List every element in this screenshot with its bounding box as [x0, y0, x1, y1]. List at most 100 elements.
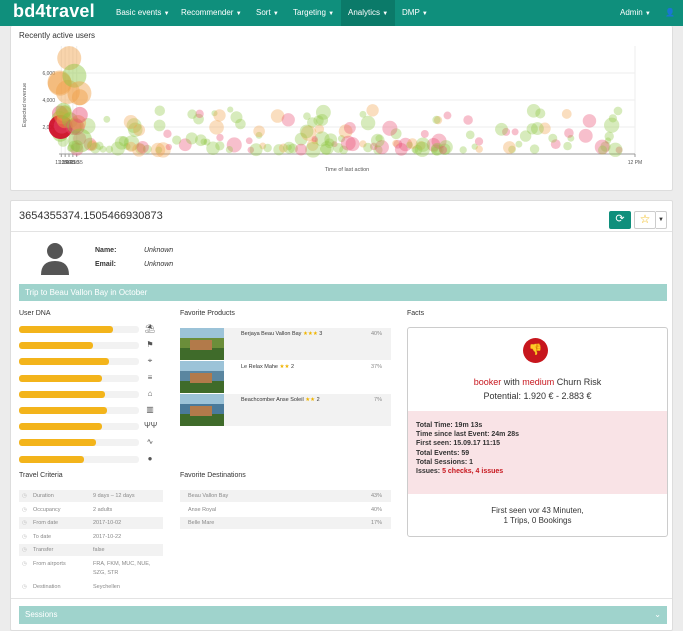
bubble-point — [249, 143, 263, 157]
bubble-point — [420, 130, 429, 138]
x-tick-label: 11:55 — [71, 160, 83, 166]
nav-targeting[interactable]: Targeting ▼ — [293, 8, 335, 17]
hotel-bed-icon: ⌂ — [147, 388, 153, 398]
bubble-point — [105, 145, 114, 154]
bubble-point — [539, 122, 551, 135]
bubble-point — [255, 131, 263, 139]
criteria-value: SZG, STR — [93, 570, 119, 576]
bubble-point — [83, 137, 97, 151]
facts-title: Facts — [407, 310, 425, 317]
bubble-point — [235, 118, 246, 130]
clock-icon: ◷ — [22, 493, 27, 499]
user-dna-title: User DNA — [19, 310, 51, 317]
bubble-point — [615, 146, 623, 154]
criteria-key: From airports — [33, 560, 66, 567]
bubble-point — [150, 142, 166, 158]
bubble-point — [337, 135, 346, 143]
brand-logo[interactable]: bd4travel — [13, 1, 95, 21]
bubble-point — [295, 143, 307, 156]
bubble-point — [608, 114, 618, 123]
bubble-point — [345, 137, 360, 152]
favorite-button[interactable]: ☆ — [634, 211, 656, 229]
bubble-point — [123, 114, 138, 130]
bubble-point — [502, 127, 511, 136]
bubble-point — [311, 136, 318, 143]
criteria-row: ◷ To date 2017-10-22 — [19, 531, 163, 543]
product-item[interactable]: Berjaya Beau Vallon Bay ★★★ 3 40% — [180, 328, 391, 360]
criteria-key: Duration — [33, 493, 54, 499]
nav-sort[interactable]: Sort ▼ — [256, 8, 279, 17]
bubble-point — [438, 143, 451, 156]
bubble-point — [153, 119, 166, 132]
refresh-icon: ⟳ — [615, 213, 625, 225]
nav-dmp[interactable]: DMP ▼ — [402, 8, 428, 17]
bubble-point — [59, 105, 72, 118]
nav-recommender[interactable]: Recommender ▼ — [181, 8, 242, 17]
travel-criteria-title: Travel Criteria — [19, 472, 63, 479]
criteria-row: ◷ From airports FRA, FKM, MUC, NUE, — [19, 558, 163, 570]
bubble-point — [155, 142, 171, 158]
bubble-point — [360, 115, 376, 131]
bubble-point — [366, 104, 379, 117]
star-icon: ☆ — [639, 212, 651, 226]
bubble-point — [200, 138, 208, 146]
product-name: Le Relax Mahe ★★ 2 — [241, 364, 294, 370]
criteria-key: Occupancy — [33, 506, 61, 513]
name-value: Unknown — [144, 247, 174, 254]
data-point — [56, 112, 73, 129]
bubble-point — [338, 124, 353, 139]
criteria-row: ◷ Duration 9 days – 12 days — [19, 490, 163, 502]
product-item[interactable]: Beachcomber Anse Soleil ★★ 2 7% — [180, 394, 391, 426]
bubble-point — [390, 128, 402, 140]
potential-text: Potential: 1.920 € - 2.883 € — [483, 391, 592, 401]
refresh-button[interactable]: ⟳ — [609, 211, 631, 229]
dna-bar — [19, 326, 139, 333]
product-image[interactable] — [180, 394, 224, 426]
bubble-point — [136, 140, 149, 154]
bubble-point — [73, 131, 87, 146]
product-image[interactable] — [180, 328, 224, 360]
bubble-point — [564, 128, 574, 138]
bubble-chart[interactable]: 2,0004,0006,00011:3511:4011:4511:5011:55… — [11, 26, 674, 191]
trip-header[interactable]: Trip to Beau Vallon Bay in October — [19, 284, 667, 301]
favorite-dropdown-toggle[interactable]: ▼ — [656, 211, 667, 229]
dna-bar-fill — [19, 374, 102, 382]
bubble-point — [515, 140, 523, 148]
bubble-point — [155, 146, 163, 154]
bubble-point — [375, 134, 383, 142]
product-item[interactable]: Le Relax Mahe ★★ 2 37% — [180, 361, 391, 393]
bubble-point — [253, 125, 265, 138]
bubble-point — [503, 141, 516, 154]
fact-stat: First seen: 15.09.17 11:15 — [416, 440, 501, 448]
bubble-point — [227, 106, 234, 113]
criteria-row: SZG, STR — [19, 567, 163, 577]
data-point — [65, 119, 82, 135]
dna-bar — [19, 374, 139, 382]
dna-bar — [19, 455, 139, 463]
top-navbar: bd4travel Basic events ▼ Recommender ▼ S… — [0, 0, 683, 43]
nav-basic-events[interactable]: Basic events ▼ — [116, 8, 170, 17]
user-icon: 👤 — [665, 8, 675, 17]
x-tick-label: 11:40 — [59, 160, 71, 166]
bubble-point — [123, 135, 140, 151]
bubble-point — [370, 133, 385, 148]
bubble-point — [285, 144, 292, 151]
bubble-point — [103, 115, 111, 123]
building-icon: ▥ — [146, 405, 154, 414]
bubble-point — [305, 141, 321, 158]
bubble-point — [67, 140, 81, 153]
divider — [11, 231, 672, 232]
destination-row: Beau Vallon Bay 43% — [180, 490, 391, 502]
user-menu[interactable]: 👤▼ — [658, 0, 683, 43]
data-point — [61, 112, 78, 129]
product-image[interactable] — [180, 361, 224, 393]
bubble-point — [270, 109, 285, 123]
bubble-point — [314, 131, 330, 147]
data-point — [67, 117, 84, 134]
nav-analytics[interactable]: Analytics ▼ — [341, 0, 396, 26]
sessions-header[interactable]: Sessions ⌄ — [19, 606, 667, 624]
bubble-point — [114, 136, 129, 150]
bubble-point — [535, 108, 546, 119]
dna-bar-fill — [19, 390, 106, 398]
nav-admin[interactable]: Admin ▼ — [620, 8, 651, 17]
